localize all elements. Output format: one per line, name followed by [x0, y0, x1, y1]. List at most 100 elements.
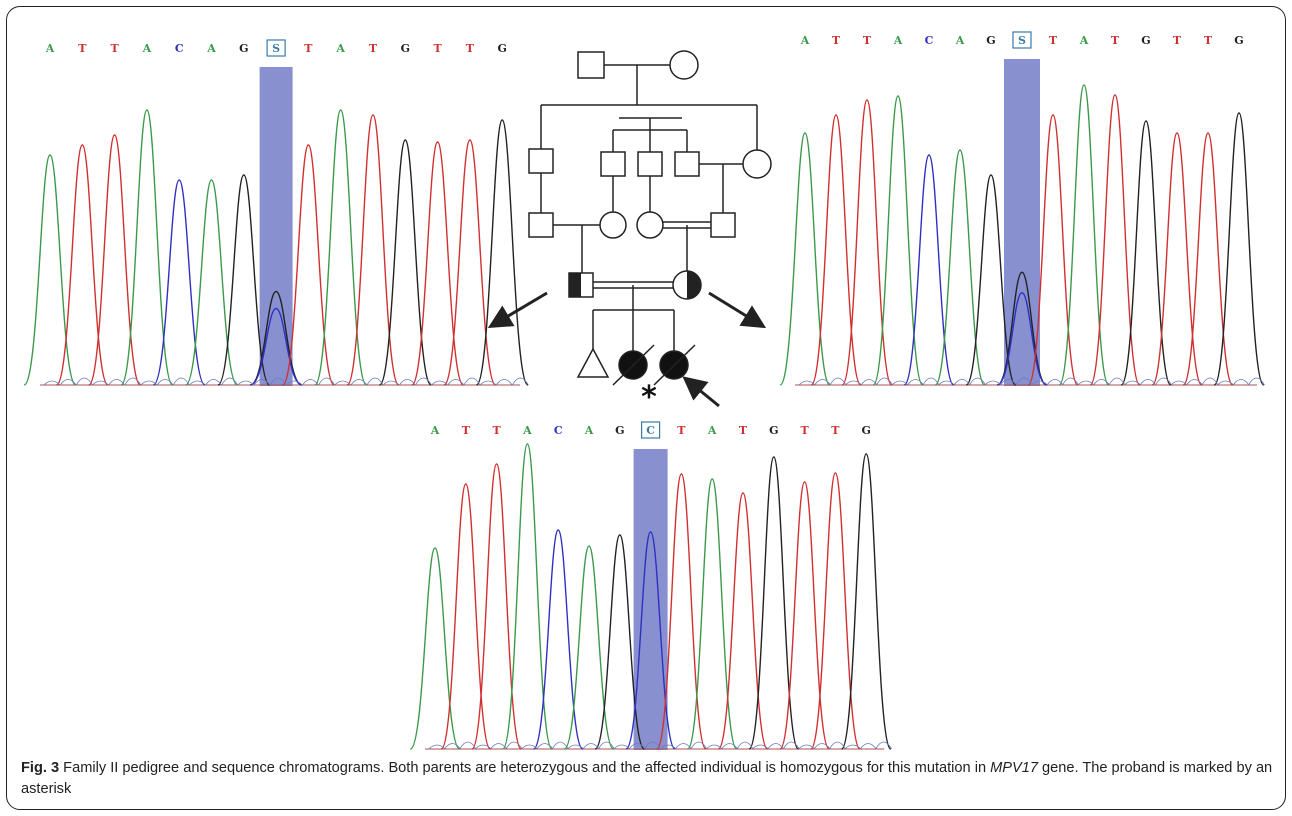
base-label: T	[801, 424, 810, 437]
proband-asterisk: *	[641, 380, 657, 415]
variant-box	[1012, 31, 1032, 49]
trace-peak	[1213, 112, 1265, 386]
trace-peak	[411, 141, 465, 386]
trace-peak	[903, 154, 955, 386]
trace-peak	[120, 109, 174, 386]
caption-text: Family II pedigree and sequence chromato…	[59, 760, 991, 776]
trace-peak	[748, 456, 800, 750]
trace-peak	[563, 545, 615, 750]
base-label: A	[707, 424, 717, 437]
base-label: T	[832, 34, 841, 47]
base-label: G	[497, 42, 506, 55]
trace-peak	[185, 179, 238, 386]
trace-peak	[471, 463, 522, 750]
trace-peak	[656, 473, 707, 750]
variant-highlight	[1004, 59, 1040, 386]
base-label: S	[1018, 34, 1026, 47]
variant-box	[266, 39, 286, 57]
pedigree-triangle-V-1	[576, 347, 610, 378]
caption-label: Fig. 3	[21, 760, 60, 776]
base-label: A	[45, 42, 55, 55]
trace-noise	[428, 741, 892, 750]
trace-peak	[594, 534, 646, 750]
base-label: A	[522, 424, 532, 437]
base-label: T	[739, 424, 748, 437]
trace-peak	[996, 271, 1048, 386]
base-label: A	[142, 42, 152, 55]
base-label: T	[111, 42, 120, 55]
trace-peak	[779, 132, 831, 386]
base-label: T	[493, 424, 502, 437]
base-label: C	[646, 424, 655, 437]
trace-peak	[779, 481, 830, 750]
trace-peak	[440, 483, 492, 750]
base-label: G	[769, 424, 778, 437]
trace-peak	[810, 472, 861, 750]
base-label: G	[1234, 34, 1243, 47]
base-label: A	[430, 424, 440, 437]
trace-peak	[88, 134, 142, 386]
variant-highlight	[259, 67, 293, 386]
base-label: C	[554, 424, 563, 437]
base-label: T	[1204, 34, 1213, 47]
base-label: T	[677, 424, 686, 437]
pedigree-male-II-1	[528, 148, 554, 174]
pedigree-male-II-3	[637, 151, 663, 177]
base-label: T	[863, 34, 872, 47]
base-label: A	[800, 34, 810, 47]
trace-peak	[872, 95, 924, 386]
trace-peak	[249, 290, 303, 386]
trace-peak	[314, 109, 368, 386]
trace-peak	[965, 174, 1017, 386]
base-label: T	[434, 42, 443, 55]
trace-peak	[1151, 132, 1203, 386]
trace-peak	[378, 139, 432, 386]
base-label: A	[1079, 34, 1089, 47]
trace-peak	[532, 529, 584, 750]
pedigree-female-III-3	[636, 211, 664, 239]
trace-peak	[217, 174, 271, 386]
variant-highlight	[633, 449, 668, 750]
pedigree-deceased-line	[653, 344, 696, 386]
base-label: C	[175, 42, 184, 55]
trace-peak	[840, 453, 892, 750]
pedigree-male-III-1	[528, 212, 554, 238]
pedigree-female-I-2	[669, 50, 699, 80]
pedigree-male-II-4	[674, 151, 700, 177]
trace-peak	[717, 492, 769, 750]
base-label: G	[239, 42, 248, 55]
figure-artwork: A T T A C A G S T A T G T T G A T T A C A G S T A T G T T G A T T A C A G C…	[23, 31, 1265, 750]
figure-panel: A T T A C A G S T A T G T T G A T T A C A G S T A T G T T G A T T A C A G C…	[6, 6, 1286, 810]
pedigree-female-II-5	[742, 149, 772, 179]
arrow-to-proband	[682, 376, 720, 408]
base-label: T	[462, 424, 471, 437]
base-label: A	[955, 34, 965, 47]
base-label: S	[272, 42, 280, 55]
base-label: T	[304, 42, 313, 55]
pedigree-carrier-female-IV-2	[672, 270, 702, 300]
pedigree	[528, 50, 772, 386]
trace-peak	[475, 119, 529, 386]
trace-noise	[43, 377, 529, 386]
figure-caption: Fig. 3 Family II pedigree and sequence c…	[21, 758, 1281, 800]
trace-peak	[934, 149, 986, 386]
base-label: T	[1049, 34, 1058, 47]
trace-peak	[996, 292, 1048, 386]
trace-peak	[1120, 120, 1172, 386]
trace-peak	[1182, 132, 1234, 386]
trace-peak	[686, 478, 738, 750]
base-label: T	[1173, 34, 1182, 47]
pedigree-carrier-male-IV-1	[568, 272, 594, 298]
caption-text-end: gene. The proband is marked by an asteri…	[21, 760, 1273, 797]
base-label: A	[893, 34, 903, 47]
trace-peak	[1058, 84, 1110, 386]
base-label: G	[986, 34, 995, 47]
pedigree-male-III-4	[710, 212, 736, 238]
trace-peak	[23, 154, 77, 386]
base-label: T	[369, 42, 378, 55]
base-label: G	[401, 42, 410, 55]
trace-peak	[249, 307, 303, 386]
trace-peak	[346, 114, 400, 386]
